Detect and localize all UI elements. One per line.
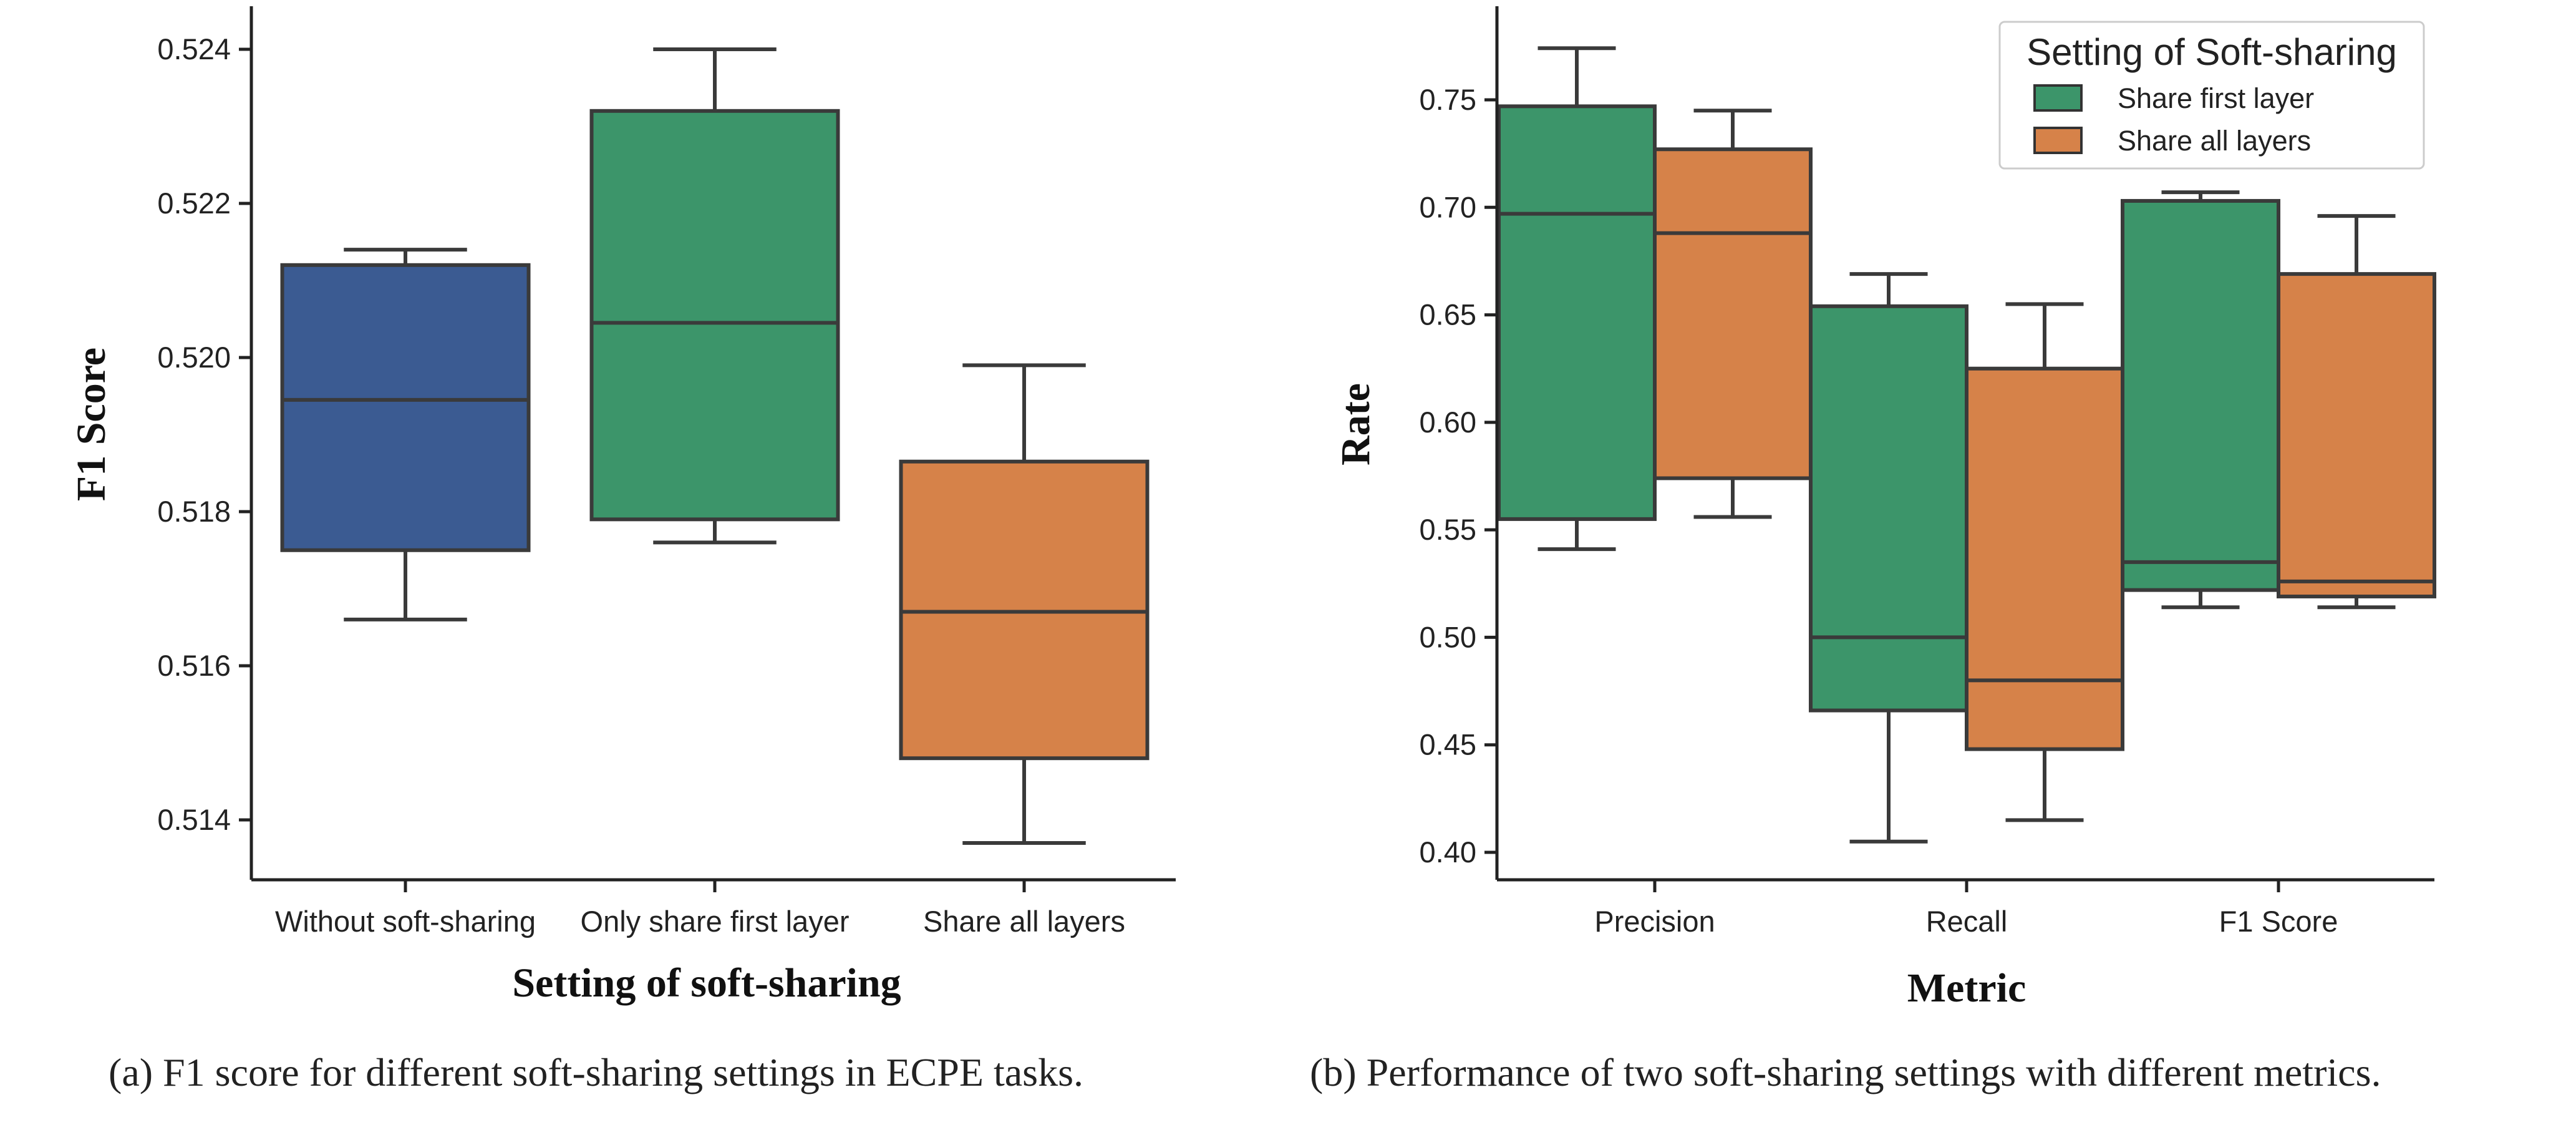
b-box-share-first-layer-precision-box [1497,104,1657,521]
b-box-share-first-layer-recall-box [1809,304,1968,713]
a-box-without-soft-sharing-box [280,263,531,552]
a-box-only-share-first-layer-box [589,109,840,522]
b-y-tick-label: 0.60 [1420,406,1476,439]
b-box-share-all-layers-recall-box [1965,366,2124,751]
a-y-tick-label: 0.524 [157,32,231,66]
b-y-tick-label: 0.65 [1420,298,1476,331]
legend: Setting of Soft-sharing Share first laye… [1998,21,2425,170]
b-y-tick-label: 0.45 [1420,728,1476,761]
b-x-tick-label: F1 Score [2219,905,2338,938]
b-y-tick-label: 0.40 [1420,835,1476,869]
a-y-tick-label: 0.522 [157,187,231,220]
a-x-tick-label: Share all layers [923,905,1125,938]
a-y-tick-label: 0.520 [157,341,231,374]
b-x-tick-label: Recall [1926,905,2008,938]
a-y-tick-label: 0.514 [157,803,231,836]
a-y-tick-label: 0.516 [157,649,231,682]
a-y-tick-label: 0.518 [157,495,231,528]
legend-label-share-first-layer: Share first layer [2118,82,2314,114]
a-y-axis-title: F1 Score [69,348,114,501]
b-box-share-first-layer-f1-score-box [2121,198,2280,592]
legend-swatch-share-all-layers [2033,127,2083,154]
a-x-tick-label: Only share first layer [581,905,850,938]
b-y-tick-label: 0.55 [1420,513,1476,546]
b-y-tick-label: 0.70 [1420,190,1476,223]
legend-label-share-all-layers: Share all layers [2118,125,2311,157]
legend-title: Setting of Soft-sharing [2026,31,2397,73]
a-x-tick-label: Without soft-sharing [275,905,536,938]
a-caption: (a) F1 score for different soft-sharing … [109,1050,1083,1094]
b-y-tick-label: 0.75 [1420,83,1476,116]
panel-b-chart: 0.40 0.45 0.50 0.55 0.60 0.65 0.70 0.75 Precisi… [1310,6,2436,1094]
b-caption: (b) Performance of two soft-sharing sett… [1310,1050,2381,1094]
panel-a-chart: 0.514 0.516 0.518 0.520 0.522 0.524 Without s… [69,6,1176,1094]
b-box-share-all-layers-f1-score-box [2277,272,2436,598]
a-x-axis-title: Setting of soft-sharing [512,960,901,1006]
legend-swatch-share-first-layer [2033,84,2083,112]
b-y-tick-label: 0.50 [1420,620,1476,653]
b-x-tick-label: Precision [1594,905,1715,938]
b-y-axis-title: Rate [1333,383,1378,465]
b-box-share-all-layers-precision-box [1653,147,1813,480]
legend-frame [1998,21,2425,170]
b-x-axis-title: Metric [1907,965,2026,1011]
a-box-share-all-layers-box [899,459,1150,761]
